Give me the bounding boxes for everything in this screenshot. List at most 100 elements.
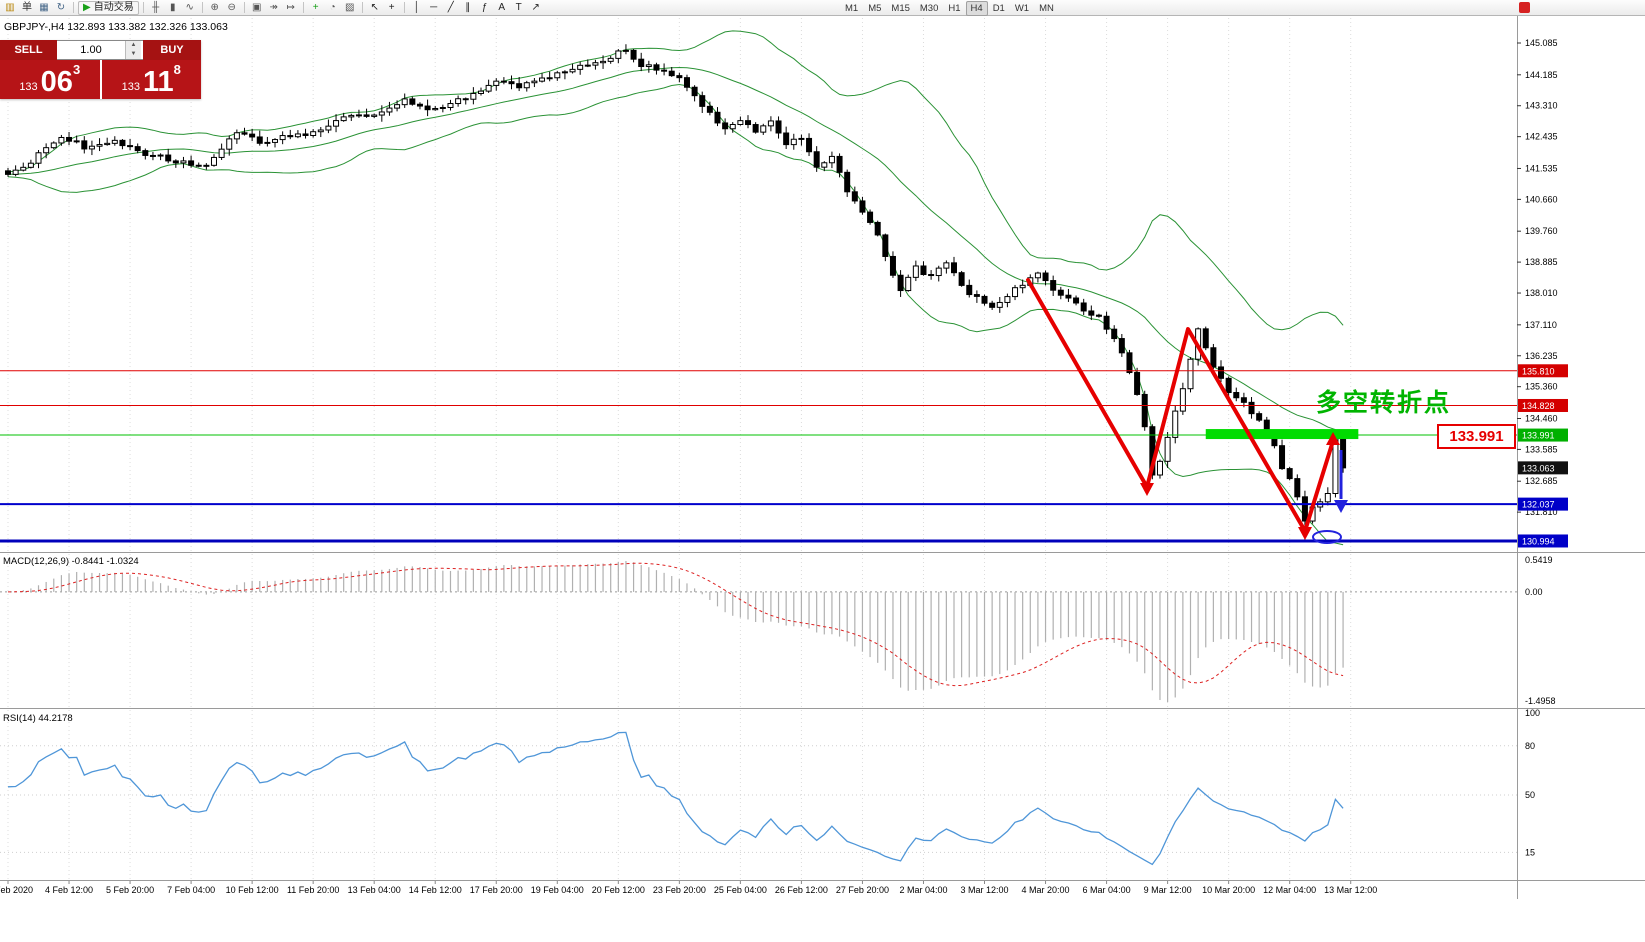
svg-text:133.063: 133.063	[1522, 463, 1555, 473]
svg-text:80: 80	[1525, 741, 1535, 751]
svg-text:144.185: 144.185	[1525, 70, 1558, 80]
svg-text:136.235: 136.235	[1525, 351, 1558, 361]
svg-text:20 Feb 12:00: 20 Feb 12:00	[592, 885, 645, 895]
channel-icon[interactable]: ∥	[465, 1, 471, 13]
arrows-icon[interactable]: ↗	[531, 1, 540, 13]
zoom-out-icon[interactable]: ⊖	[227, 1, 236, 13]
toolbar-separator	[142, 2, 144, 13]
timeframe-h1[interactable]: H1	[948, 3, 961, 14]
indicators-add-icon[interactable]: +	[312, 1, 319, 13]
svg-text:140.660: 140.660	[1525, 194, 1558, 204]
price-axis[interactable]: 145.085 144.185 143.310 142.435 141.535 140.6…	[1517, 38, 1568, 548]
svg-text:3 Mar 12:00: 3 Mar 12:00	[960, 885, 1008, 895]
svg-text:143.310: 143.310	[1525, 101, 1558, 111]
toolbar-separator	[361, 2, 363, 13]
price-callout-box[interactable]: 133.991	[1437, 424, 1516, 449]
turning-point-annotation[interactable]: 多空转折点	[1316, 388, 1452, 417]
indicator-axes: 0.5419 0.00 -1.4958 100 80 50 15	[1525, 555, 1556, 857]
trendline-icon[interactable]: ╱	[447, 1, 454, 13]
timeframe-toolbar: M1 M5 M15 M30 H1 H4 D1 W1 MN	[840, 1, 1059, 16]
fibonacci-icon[interactable]: ƒ	[481, 1, 488, 13]
timeframe-h4[interactable]: H4	[965, 1, 988, 16]
volume-spinner: ▲ ▼	[125, 41, 141, 59]
market-watch-icon[interactable]: ▦	[39, 1, 49, 13]
toolbar-separator	[302, 2, 304, 13]
order-text[interactable]: 单	[22, 1, 32, 13]
buy-price[interactable]: 133 11 8	[101, 60, 201, 99]
panel-separators	[0, 16, 1645, 899]
svg-text:0.5419: 0.5419	[1525, 555, 1553, 565]
timeframe-m15[interactable]: M15	[891, 3, 910, 14]
toolbar-separator	[201, 2, 203, 13]
buy-button[interactable]: BUY	[143, 40, 201, 60]
svg-text:131.810: 131.810	[1525, 507, 1558, 517]
svg-text:145.085: 145.085	[1525, 38, 1558, 48]
bar-chart-icon[interactable]: ╫	[152, 1, 160, 13]
svg-text:138.885: 138.885	[1525, 257, 1558, 267]
auto-scroll-icon[interactable]: ↠	[269, 1, 278, 13]
templates-icon[interactable]: ▨	[344, 1, 355, 13]
horizontal-level-lines[interactable]	[0, 370, 1517, 543]
horizontal-line-icon[interactable]: ─	[430, 1, 438, 13]
svg-text:139.760: 139.760	[1525, 226, 1558, 236]
svg-text:0.00: 0.00	[1525, 587, 1543, 597]
auto-trading-button[interactable]: ▶ 自动交易	[78, 0, 139, 15]
volume-input[interactable]	[57, 41, 125, 59]
auto-trading-label: 自动交易	[93, 1, 134, 13]
svg-text:Feb 2020: Feb 2020	[0, 885, 33, 895]
timeframe-m5[interactable]: M5	[868, 3, 882, 14]
svg-text:19 Feb 04:00: 19 Feb 04:00	[531, 885, 584, 895]
line-chart-icon[interactable]: ∿	[185, 1, 194, 13]
volume-up-button[interactable]: ▲	[125, 41, 141, 50]
crosshair-icon[interactable]: +	[388, 1, 395, 13]
svg-text:134.460: 134.460	[1525, 413, 1558, 423]
svg-text:132.037: 132.037	[1522, 500, 1555, 510]
svg-text:27 Feb 20:00: 27 Feb 20:00	[836, 885, 889, 895]
candle-chart-icon[interactable]: ▮	[169, 1, 176, 13]
svg-text:-1.4958: -1.4958	[1525, 696, 1556, 706]
sell-button[interactable]: SELL	[0, 40, 57, 60]
new-order-icon[interactable]: ▥	[5, 1, 15, 13]
time-axis[interactable]: Feb 2020 4 Feb 12:00 5 Feb 20:00 7 Feb 04:0…	[0, 885, 1377, 895]
chart-shift-icon[interactable]: ↦	[286, 1, 295, 13]
sell-price[interactable]: 133 06 3	[0, 60, 100, 99]
svg-text:138.010: 138.010	[1525, 288, 1558, 298]
svg-text:142.435: 142.435	[1525, 132, 1558, 142]
gridlines	[7, 18, 1352, 884]
svg-text:17 Feb 20:00: 17 Feb 20:00	[470, 885, 523, 895]
toolbar-separator	[403, 2, 405, 13]
sell-price-pips: 06	[40, 66, 73, 98]
buy-price-figure: 133	[121, 81, 140, 93]
svg-text:4 Mar 20:00: 4 Mar 20:00	[1022, 885, 1070, 895]
vertical-line-icon[interactable]: │	[413, 1, 420, 13]
timeframe-m30[interactable]: M30	[919, 3, 939, 14]
zoom-in-icon[interactable]: ⊕	[210, 1, 219, 13]
svg-text:133.991: 133.991	[1522, 431, 1555, 441]
svg-text:132.685: 132.685	[1525, 476, 1558, 486]
svg-text:10 Feb 12:00: 10 Feb 12:00	[226, 885, 279, 895]
tile-windows-icon[interactable]: ▣	[251, 1, 262, 13]
refresh-icon[interactable]: ↻	[56, 1, 66, 13]
svg-text:5 Feb 20:00: 5 Feb 20:00	[106, 885, 154, 895]
record-icon[interactable]	[1519, 2, 1530, 13]
text-label-icon[interactable]: T	[515, 1, 522, 13]
sell-price-figure: 133	[19, 81, 38, 93]
support-zone-rectangle	[1205, 429, 1359, 440]
timeframe-m1[interactable]: M1	[845, 3, 859, 14]
cursor-icon[interactable]: ↖	[370, 1, 379, 13]
candlestick-series	[5, 44, 1347, 541]
macd-panel	[0, 561, 1517, 702]
svg-text:134.828: 134.828	[1522, 401, 1555, 411]
play-icon: ▶	[83, 1, 91, 13]
timeframe-w1[interactable]: W1	[1014, 3, 1030, 14]
timeframe-mn[interactable]: MN	[1039, 3, 1054, 14]
volume-down-button[interactable]: ▼	[125, 50, 141, 59]
timeframe-d1[interactable]: D1	[992, 3, 1005, 14]
text-icon[interactable]: A	[498, 1, 506, 13]
trade-prices-row: 133 06 3 133 11 8	[0, 60, 201, 99]
trend-annotations[interactable]	[1026, 278, 1348, 544]
periods-icon[interactable]: ◔	[329, 1, 336, 13]
svg-text:25 Feb 04:00: 25 Feb 04:00	[714, 885, 767, 895]
